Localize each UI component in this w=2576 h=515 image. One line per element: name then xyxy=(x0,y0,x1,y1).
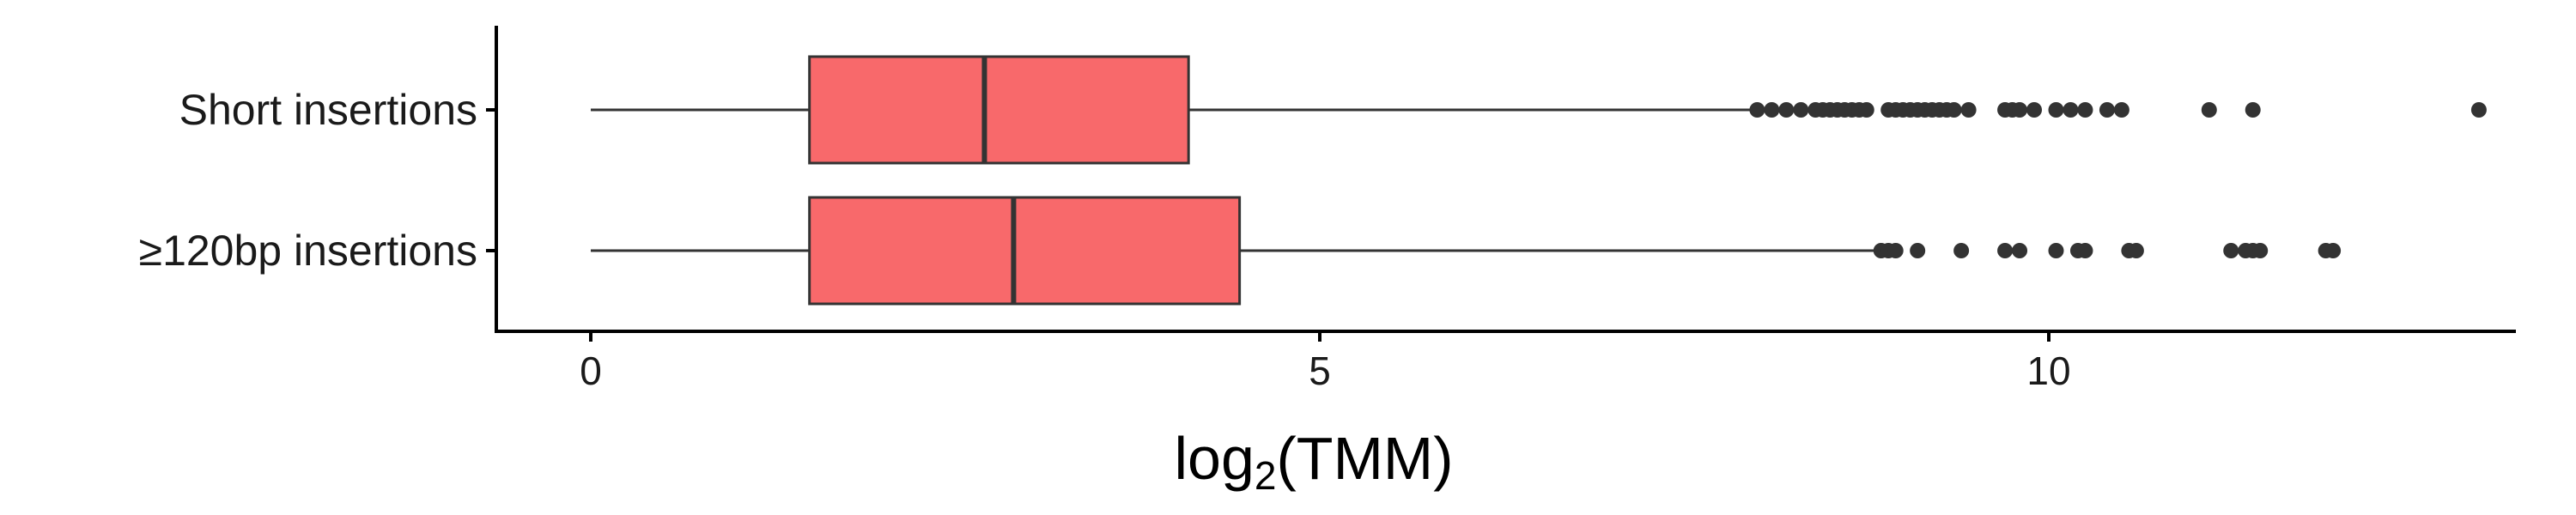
box-group-1 xyxy=(591,196,2342,306)
x-tick-label-2: 10 xyxy=(2026,348,2070,393)
outlier-point xyxy=(2245,102,2261,118)
outlier-point xyxy=(2048,102,2064,118)
outlier-point xyxy=(2048,243,2064,258)
outlier-point xyxy=(1946,102,1962,118)
x-axis-title-arg: (TMM) xyxy=(1277,425,1454,492)
outlier-point xyxy=(1858,102,1874,118)
outlier-point xyxy=(1793,102,1809,118)
y-tick-label-0: Short insertions xyxy=(179,86,477,134)
outlier-point xyxy=(2252,243,2269,258)
outlier-point xyxy=(2099,102,2115,118)
iqr-box-1 xyxy=(808,196,1242,306)
outlier-point xyxy=(2325,243,2342,258)
outlier-point xyxy=(2026,102,2043,118)
outlier-point xyxy=(2128,243,2144,258)
outlier-point xyxy=(1764,102,1780,118)
y-tick-label-1: ≥120bp insertions xyxy=(139,227,477,275)
x-tick-label-1: 5 xyxy=(1309,348,1331,393)
outlier-point xyxy=(2223,243,2239,258)
outlier-point xyxy=(1778,102,1795,118)
box-group-0 xyxy=(591,55,2487,165)
outlier-point xyxy=(1910,243,1926,258)
outlier-point xyxy=(1997,243,2014,258)
x-tick-label-0: 0 xyxy=(580,348,602,393)
outlier-point xyxy=(2470,102,2487,118)
outlier-point xyxy=(1749,102,1765,118)
outlier-point xyxy=(2077,243,2093,258)
outlier-point xyxy=(2012,243,2028,258)
axes: Short insertions ≥120bp insertions 0 5 10 xyxy=(139,26,2516,393)
plot-area xyxy=(591,55,2487,306)
outlier-point xyxy=(2012,102,2028,118)
outlier-point xyxy=(1960,102,1977,118)
outlier-point xyxy=(2113,102,2129,118)
outlier-point xyxy=(2063,102,2079,118)
iqr-box-0 xyxy=(808,55,1190,165)
x-axis-title-subscript: 2 xyxy=(1255,453,1277,498)
x-axis-title: log2(TMM) xyxy=(1174,425,1453,498)
outlier-point xyxy=(2201,102,2217,118)
outlier-point xyxy=(1953,243,1970,258)
outlier-point xyxy=(2077,102,2093,118)
outlier-point xyxy=(1887,243,1904,258)
x-axis-title-base: log xyxy=(1174,425,1254,492)
